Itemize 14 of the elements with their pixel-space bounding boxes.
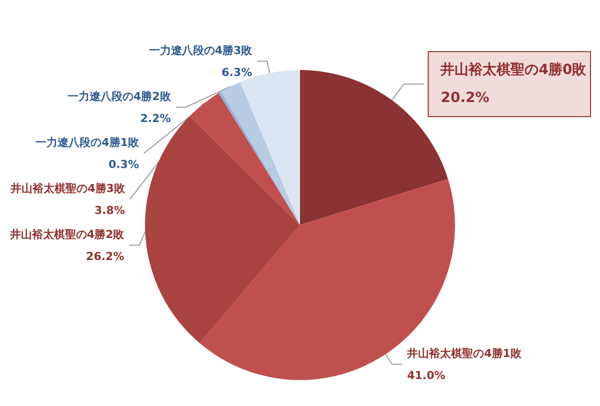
data-label: 2.2%: [140, 112, 171, 125]
slice-label: 井山裕太棋聖の4勝2敗: [8, 228, 126, 241]
data-label: 6.3%: [222, 66, 252, 79]
slice-label: 井山裕太棋聖の4勝3敗: [10, 182, 126, 195]
slice-label: 井山裕太棋聖の4勝0敗: [440, 61, 588, 78]
data-label: 0.3%: [108, 158, 139, 171]
data-label: 3.8%: [94, 204, 125, 217]
slice-label: 一力遼八段の4勝2敗: [67, 90, 172, 103]
slice-label: 井山裕太棋聖の4勝1敗: [406, 346, 522, 360]
data-label: 41.0%: [407, 368, 446, 382]
data-label: 20.2%: [440, 90, 490, 106]
slice-label: 一力遼八段の4勝3敗: [148, 44, 254, 57]
data-label: 26.2%: [86, 250, 124, 263]
slice-label: 一力遼八段の4勝1敗: [36, 136, 140, 149]
